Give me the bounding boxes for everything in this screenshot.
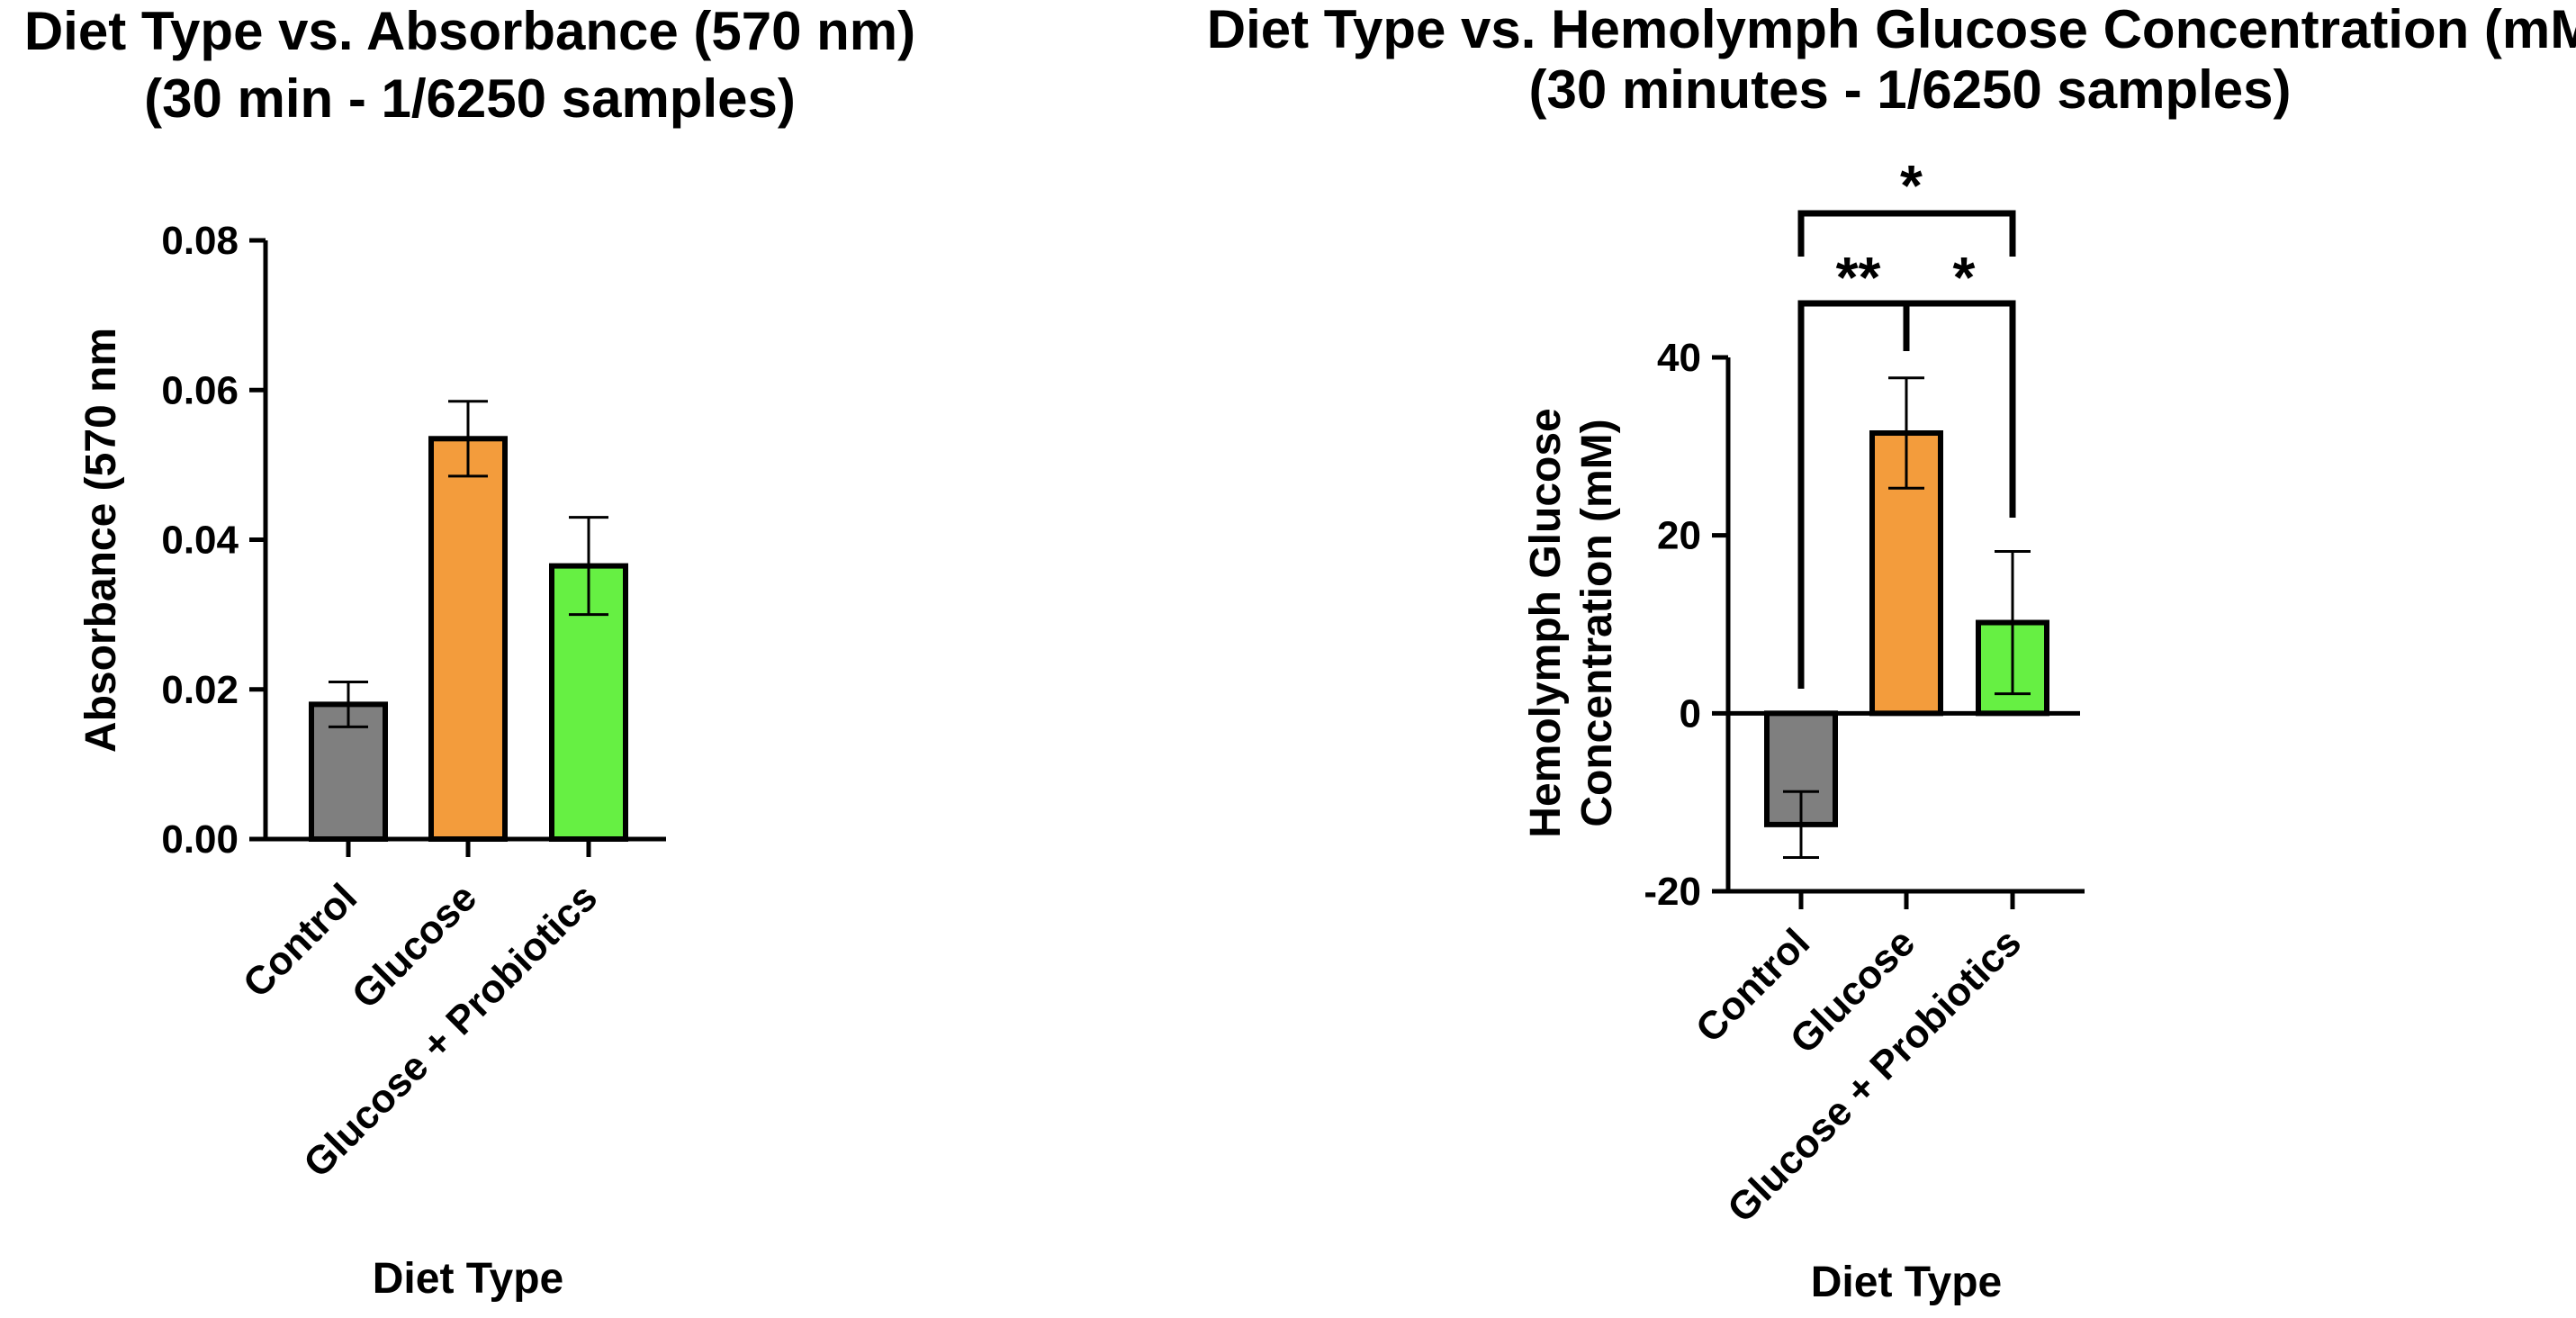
chart2-significance-label-1: ** [1836,245,1881,310]
chart2-y-tick-label-2: 0 [1680,691,1701,736]
chart2-bars [1728,430,2080,827]
chart2-significance-brackets: ** ** [1797,153,2016,689]
chart2-significance-label-3: * [1900,153,1923,218]
chart1-error-bars [329,400,608,728]
chart2-x-axis-label: Diet Type [1811,1259,2002,1306]
chart2-y-tick-label-1: -20 [1644,870,1701,914]
chart1-bars [309,436,628,842]
chart1-y-tick-label-1: 0.00 [161,817,239,862]
chart1-y-tick-label-3: 0.04 [161,519,239,563]
chart2-title-line1: Diet Type vs. Hemolymph Glucose Concentr… [1207,0,2576,59]
chart2-significance-label-2: * [1953,245,1976,310]
chart1-title-line2: (30 min - 1/6250 samples) [144,68,796,129]
chart1-y-tick-label-5: 0.08 [161,219,239,263]
chart-absorbance: Diet Type vs. Absorbance (570 nm) (30 mi… [24,1,915,1303]
chart1-y-ticks: 0.00 0.02 0.04 0.06 0.08 [161,219,266,862]
chart2-y-tick-label-3: 20 [1657,514,1701,558]
chart1-y-axis-label: Absorbance (570 nm [77,328,125,753]
chart2-error-bars [1783,376,2031,859]
chart2-significance-bracket-3 [1797,210,2016,257]
chart2-y-ticks: -20 0 20 40 [1644,336,1728,914]
chart1-title-line1: Diet Type vs. Absorbance (570 nm) [24,1,915,61]
chart1-y-tick-label-4: 0.06 [161,368,239,412]
chart1-x-axis-label: Diet Type [373,1255,563,1303]
chart2-y-tick-label-4: 40 [1657,336,1701,380]
chart2-y-axis-label-line2: Concentration (mM) [1573,419,1621,826]
chart2-title-line2: (30 minutes - 1/6250 samples) [1528,59,2291,120]
chart-hemolymph-glucose: Diet Type vs. Hemolymph Glucose Concentr… [1207,0,2576,1306]
chart1-bar-2 [428,436,508,842]
chart1-y-tick-label-2: 0.02 [161,668,239,712]
chart2-y-axis-label-line1: Hemolymph Glucose [1522,408,1570,837]
